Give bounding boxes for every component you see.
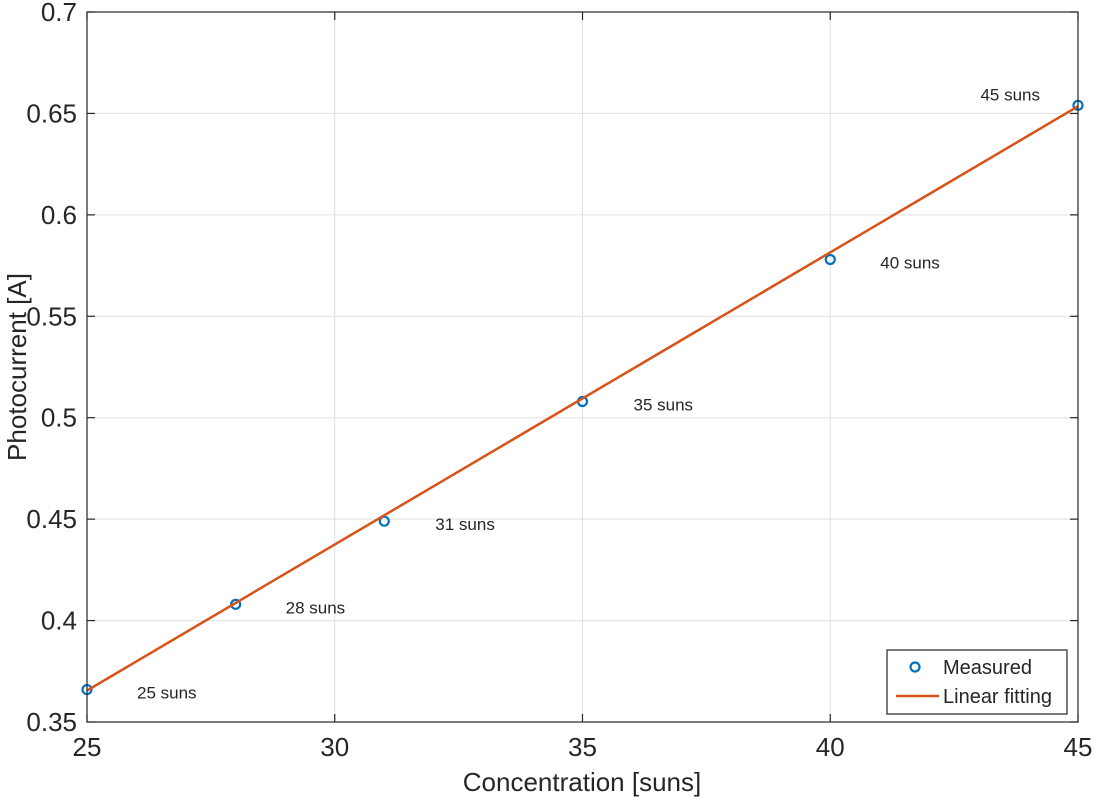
annotation-label: 31 suns	[435, 515, 495, 534]
y-tick-label: 0.4	[41, 606, 77, 636]
y-tick-label: 0.65	[26, 98, 77, 128]
legend-fit-label: Linear fitting	[943, 686, 1052, 708]
x-tick-label: 35	[568, 732, 597, 762]
legend-measured-marker-icon	[909, 661, 921, 673]
annotation-label: 40 suns	[880, 253, 940, 272]
grid-layer	[87, 12, 1078, 722]
fit-line	[86, 105, 1079, 692]
y-tick-label: 0.5	[41, 403, 77, 433]
x-tick-label: 30	[320, 732, 349, 762]
y-tick-label: 0.6	[41, 200, 77, 230]
legend-box	[886, 649, 1068, 715]
x-tick-label: 25	[73, 732, 102, 762]
x-tick-label: 40	[816, 732, 845, 762]
y-axis-title: Photocurrent [A]	[2, 273, 32, 461]
annotation-layer: 25 suns 28 suns 31 suns 35 suns 40 suns 45 su…	[137, 85, 1040, 702]
legend-measured-label: Measured	[943, 657, 1032, 679]
data-point-marker	[824, 253, 836, 266]
annotation-label: 25 suns	[137, 684, 197, 703]
annotation-label: 45 suns	[980, 85, 1040, 104]
x-axis-title: Concentration [suns]	[463, 767, 701, 797]
y-tick-label: 0.7	[41, 0, 77, 27]
y-tick-label: 0.55	[26, 301, 77, 331]
annotation-label: 35 suns	[634, 395, 694, 414]
x-tick-label: 45	[1064, 732, 1093, 762]
y-tick-label: 0.35	[26, 707, 77, 737]
annotation-label: 28 suns	[286, 598, 346, 617]
y-tick-label: 0.45	[26, 504, 77, 534]
legend: Measured Linear fitting	[886, 649, 1068, 715]
axes-layer: 25 30 35 40 45 0.35 0.4 0.45 0.5 0.55 0.6 0.65 0.7	[26, 0, 1092, 762]
